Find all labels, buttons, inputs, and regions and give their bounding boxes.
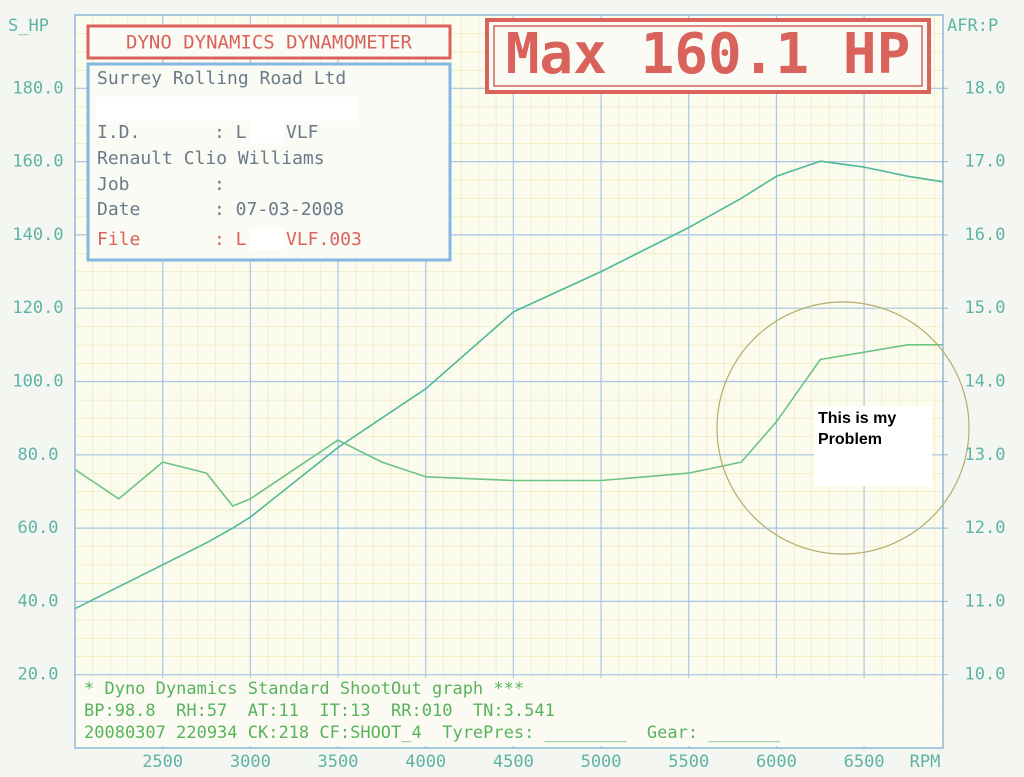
y-tick-label: 160.0	[12, 152, 63, 172]
redaction	[96, 97, 358, 121]
headline: Max 160.1 HP	[506, 22, 911, 87]
x-tick-label: 3000	[230, 752, 271, 772]
y-tick-label: 60.0	[18, 518, 59, 538]
chart-title: DYNO DYNAMICS DYNAMOMETER	[126, 32, 413, 54]
info-value: :	[214, 174, 225, 195]
info-vehicle: Renault Clio Williams	[97, 148, 325, 169]
x-tick-label: 6000	[756, 752, 797, 772]
y-tick-label: 100.0	[12, 372, 63, 392]
y2-tick-label: 11.0	[965, 591, 1006, 611]
y-tick-label: 20.0	[18, 665, 59, 685]
x-tick-label: 5500	[668, 752, 709, 772]
x-tick-label: 5000	[581, 752, 622, 772]
info-label: Job	[97, 174, 130, 195]
y-tick-label: 80.0	[18, 445, 59, 465]
footer-line: * Dyno Dynamics Standard ShootOut graph …	[84, 679, 524, 699]
annotation-box	[814, 406, 932, 486]
x-tick-label: 2500	[142, 752, 183, 772]
headline-inner-frame	[493, 25, 923, 87]
footer-background	[78, 678, 940, 746]
y-tick-label: 140.0	[12, 225, 63, 245]
y-tick-label: 120.0	[12, 298, 63, 318]
y2-tick-label: 13.0	[965, 445, 1006, 465]
footer-line: BP:98.8 RH:57 AT:11 IT:13 RR:010 TN:3.54…	[84, 701, 555, 721]
y2-tick-label: 18.0	[965, 78, 1006, 98]
y2-tick-label: 14.0	[965, 372, 1006, 392]
info-value: : 07-03-2008	[214, 199, 344, 220]
series-line	[74, 160, 944, 610]
y2-tick-label: 15.0	[965, 298, 1006, 318]
annotation-circle	[716, 301, 970, 555]
y-tick-label: 180.0	[12, 78, 63, 98]
title-box	[86, 24, 452, 60]
redaction	[250, 228, 284, 250]
x-tick-label: 4500	[493, 752, 534, 772]
y-tick-label: 40.0	[18, 591, 59, 611]
y2-tick-label: 10.0	[965, 665, 1006, 685]
y2-tick-label: 12.0	[965, 518, 1006, 538]
x-tick-label: 4000	[405, 752, 446, 772]
footer-line: 20080307 220934 CK:218 CF:SHOOT_4 TyrePr…	[84, 723, 781, 743]
y2-axis-label: AFR:P	[947, 16, 998, 36]
info-value: VLF.003	[286, 229, 362, 250]
y-axis-label: S_HP	[8, 16, 49, 36]
info-label: Date	[97, 199, 140, 220]
y2-tick-label: 17.0	[965, 152, 1006, 172]
series-line	[74, 344, 943, 507]
info-box	[86, 62, 452, 262]
annotation: This is my Problem	[818, 410, 897, 448]
info-company: Surrey Rolling Road Ltd	[97, 68, 346, 89]
redaction	[250, 121, 284, 143]
info-value: : L	[214, 122, 247, 143]
info-label: File	[97, 229, 140, 250]
headline-box	[485, 18, 931, 94]
x-tick-label: 3500	[318, 752, 359, 772]
annotation-wrap: This is my Problem	[818, 410, 897, 448]
info-value: VLF	[286, 122, 319, 143]
info-label: I.D.	[97, 122, 140, 143]
x-tick-label: 6500	[844, 752, 885, 772]
info-value: : L	[214, 229, 247, 250]
x-axis-label: RPM	[910, 752, 941, 772]
y2-tick-label: 16.0	[965, 225, 1006, 245]
